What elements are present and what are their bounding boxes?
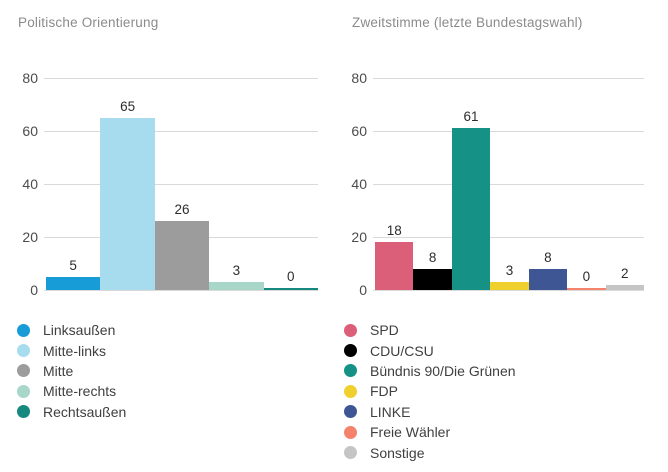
legend-label: Mitte-rechts (43, 383, 117, 400)
legend-label: CDU/CSU (370, 342, 434, 359)
bar-value-label: 0 (287, 269, 295, 284)
y-axis-tick-label: 80 (22, 70, 38, 86)
chart-title: Politische Orientierung (18, 15, 159, 30)
gridline (44, 131, 318, 132)
legend-dot (344, 364, 357, 378)
legend-dot (17, 405, 30, 419)
y-axis-tick-label: 80 (351, 70, 367, 86)
bar-mitte: 26 (154, 202, 210, 290)
bar-value-label: 18 (386, 223, 402, 238)
gridline (44, 290, 318, 291)
legend: SPD CDU/CSU Bündnis 90/Die Grünen FDP LINKE F… (344, 320, 516, 463)
bar-fdp: 3 (490, 263, 529, 290)
legend-label: LINKE (370, 403, 411, 420)
bar-value-label: 8 (544, 250, 552, 265)
legend-item-freie-wahler: Freie Wähler (344, 422, 516, 442)
legend-item-fdp: FDP (344, 381, 516, 401)
chart-second-vote: Zweitstimme (letzte Bundestagswahl) 80 60… (334, 0, 668, 472)
gridline (373, 131, 644, 132)
y-axis-tick-label: 60 (351, 123, 367, 139)
gridline (373, 290, 644, 291)
legend-item-linksaussen: Linksaußen (17, 320, 126, 340)
legend-dot (17, 323, 30, 337)
legend-label: Linksaußen (43, 322, 116, 339)
legend-label: Bündnis 90/Die Grünen (370, 362, 516, 379)
gridline (373, 237, 644, 238)
legend: Linksaußen Mitte-links Mitte Mitte-rechts Re… (17, 320, 126, 422)
legend-label: Freie Wähler (370, 424, 451, 441)
plot-area: 80 60 40 20 0 5 65 26 3 0 (22, 70, 318, 298)
y-axis-tick-label: 60 (22, 123, 38, 139)
legend-dot (344, 446, 357, 460)
legend-dot (344, 425, 357, 439)
bar-value-label: 3 (505, 263, 514, 278)
legend-item-sonstige: Sonstige (344, 442, 516, 462)
bar-value-label: 26 (174, 202, 190, 217)
bar-value-label: 8 (428, 250, 437, 265)
bar-value-label: 2 (621, 266, 629, 281)
gridline (44, 184, 318, 185)
legend-item-linke: LINKE (344, 402, 516, 422)
legend-item-cdu-csu: CDU/CSU (344, 340, 516, 360)
bar-value-label: 5 (69, 258, 77, 273)
chart-political-orientation: Politische Orientierung 80 60 40 20 0 5 65 26 3 0… (17, 15, 318, 422)
legend-label: SPD (370, 322, 399, 339)
legend-label: Mitte (43, 362, 74, 379)
legend-dot (344, 405, 357, 419)
legend-item-bundnis-90-die-grunen: Bündnis 90/Die Grünen (344, 361, 516, 381)
bar-mitte-rechts: 3 (209, 263, 264, 290)
y-axis-tick-label: 0 (359, 282, 367, 298)
y-axis-tick-label: 40 (351, 176, 367, 192)
bar-linksaussen: 5 (46, 258, 101, 290)
legend-item-rechtsaussen: Rechtsaußen (17, 402, 126, 422)
legend-dot (17, 344, 30, 358)
legend-label: Mitte-links (43, 342, 107, 359)
legend-dot (17, 364, 30, 378)
bar-value-label: 3 (232, 263, 241, 278)
plot-area: 80 60 40 20 0 18 8 61 3 8 0 2 (351, 70, 644, 298)
legend-item-spd: SPD (344, 320, 516, 340)
legend-label: Rechtsaußen (43, 403, 127, 420)
y-axis-tick-label: 40 (22, 176, 38, 192)
bar-value-label: 0 (582, 269, 591, 284)
bar-cdu-csu: 8 (413, 250, 452, 290)
bar-freie-wahler: 0 (567, 269, 606, 290)
gridline (373, 184, 644, 185)
legend-item-mitte: Mitte (17, 361, 126, 381)
legend-item-mitte-rechts: Mitte-rechts (17, 381, 126, 401)
legend-dot (344, 323, 357, 337)
y-axis-tick-label: 20 (351, 229, 367, 245)
legend-dot (17, 384, 30, 398)
legend-dot (344, 344, 357, 358)
bar-spd: 18 (375, 223, 414, 290)
bar-mitte-links: 65 (100, 99, 155, 290)
gridline (44, 78, 318, 79)
legend-dot (344, 384, 357, 398)
bar-bundnis-90-die-grunen: 61 (451, 109, 491, 290)
bar-value-label: 65 (120, 99, 136, 114)
legend-label: FDP (370, 383, 398, 400)
y-axis-tick-label: 0 (30, 282, 38, 298)
bar-value-label: 61 (463, 109, 479, 124)
bar-sonstige: 2 (605, 266, 644, 290)
gridline (373, 78, 644, 79)
legend-label: Sonstige (370, 444, 425, 461)
bar-rechtsaussen: 0 (263, 269, 318, 290)
bar-linke: 8 (528, 250, 568, 290)
chart-title: Zweitstimme (letzte Bundestagswahl) (352, 15, 583, 30)
y-axis-tick-label: 20 (22, 229, 38, 245)
legend-item-mitte-links: Mitte-links (17, 340, 126, 360)
